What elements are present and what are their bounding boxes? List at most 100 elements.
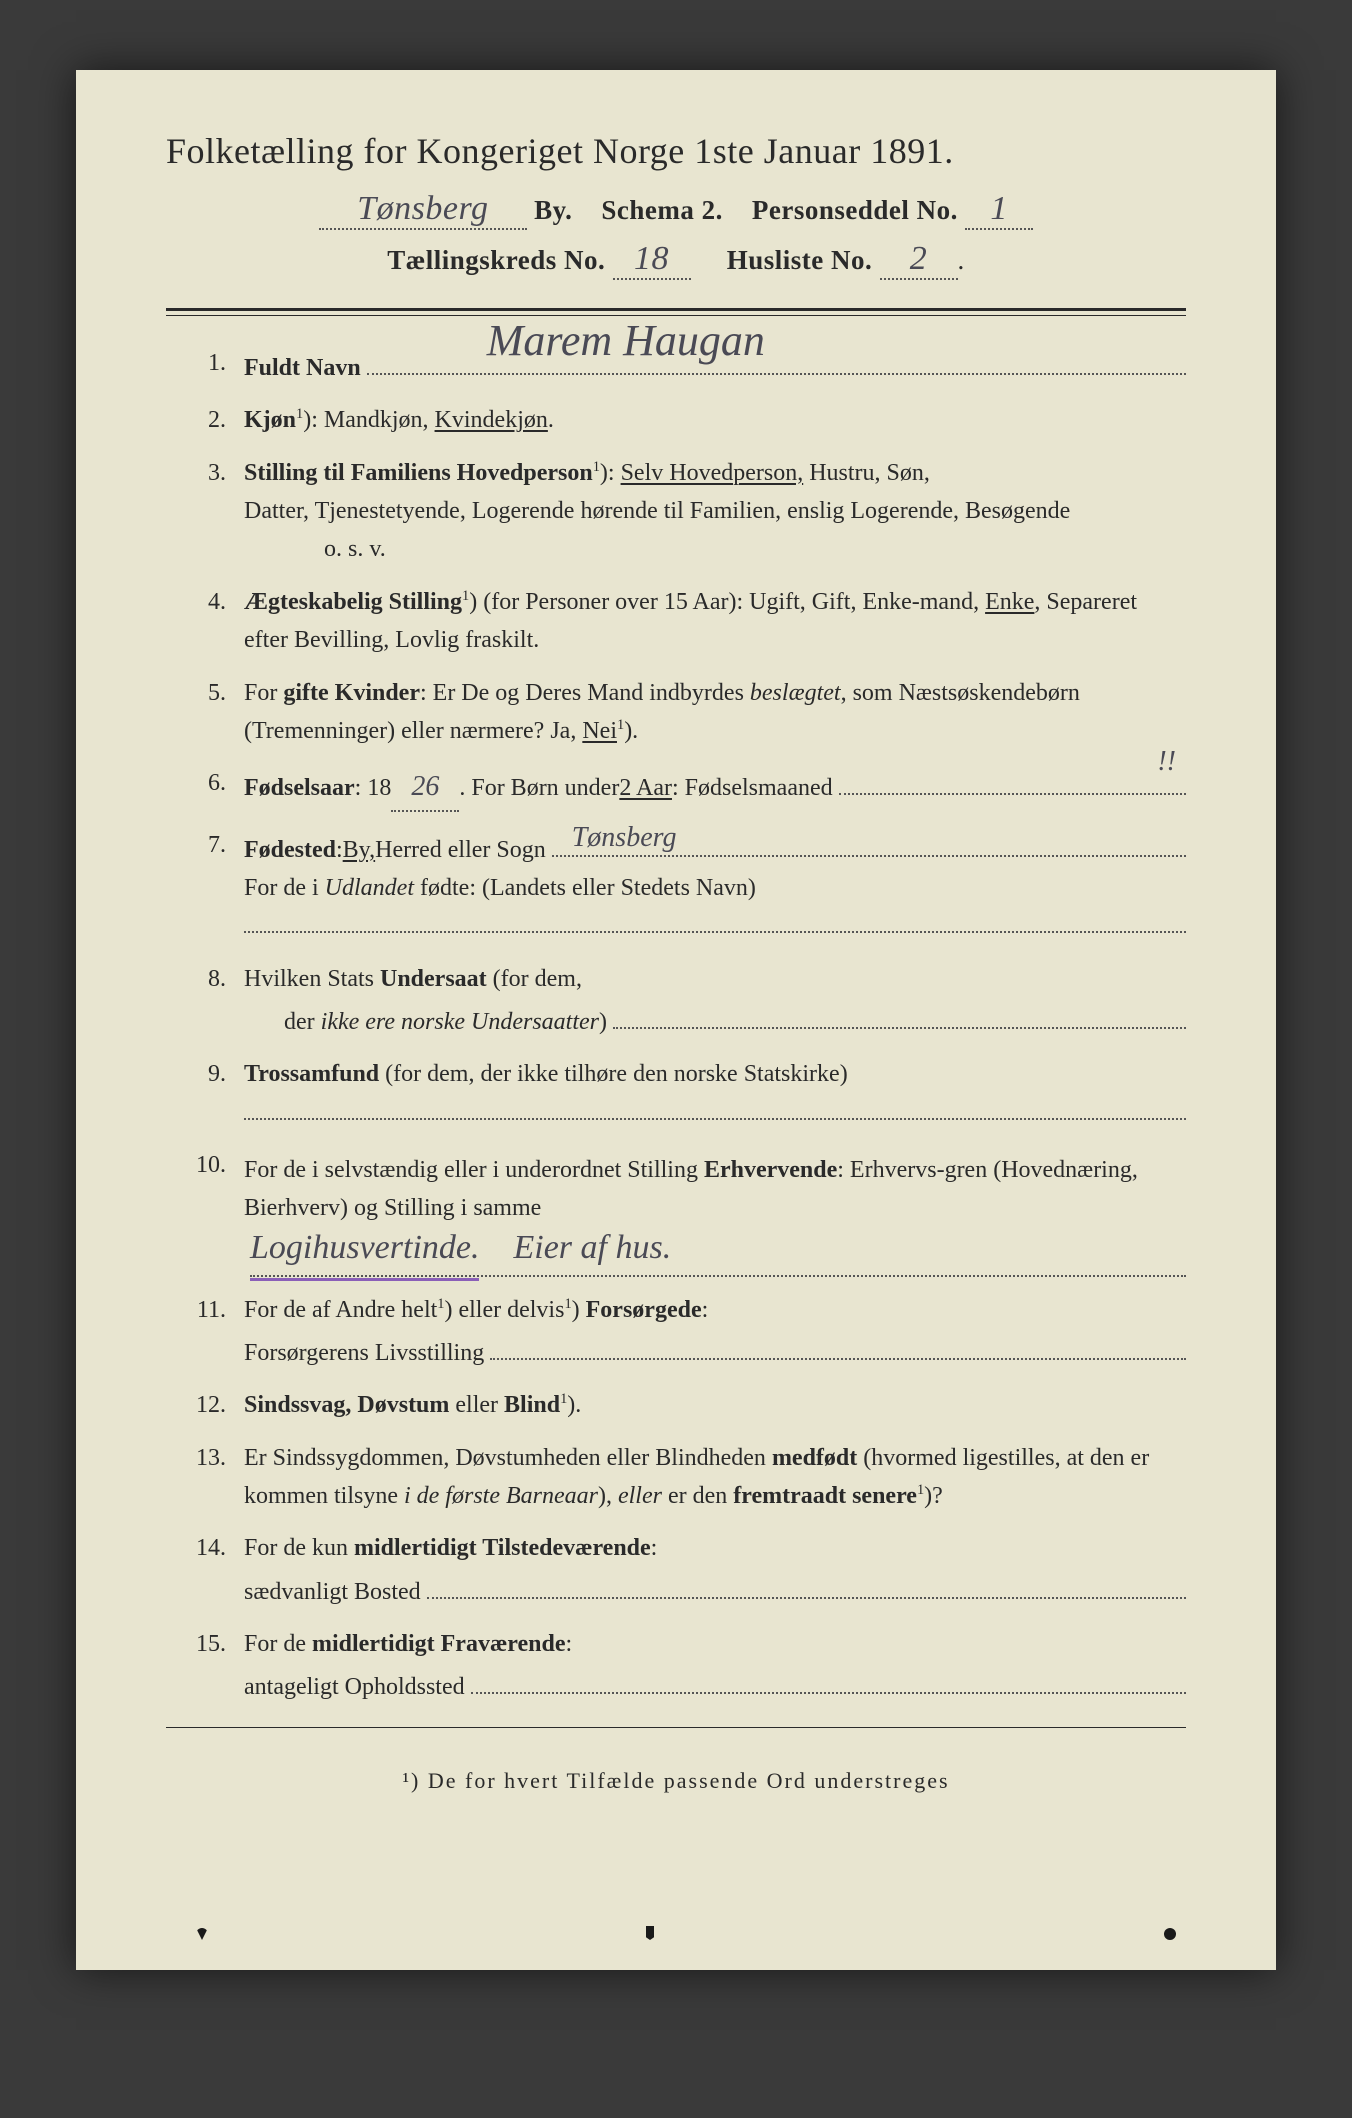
q10-t1: For de i selvstændig eller i underordnet… bbox=[244, 1157, 704, 1183]
footnote-text: De for hvert Tilfælde passende Ord under… bbox=[420, 1768, 949, 1793]
q15-sub: antageligt Opholdssted bbox=[244, 1668, 465, 1706]
husliste-label: Husliste No. bbox=[727, 245, 873, 275]
q11-t4: : bbox=[702, 1297, 709, 1323]
footer-rule bbox=[166, 1727, 1186, 1728]
q1-value: Marem Haugan bbox=[487, 306, 765, 376]
q6-d: : Fødselsmaaned bbox=[672, 769, 833, 807]
q7-a: Fødested bbox=[244, 831, 336, 869]
q5-content: For gifte Kvinder: Er De og Deres Mand i… bbox=[244, 674, 1186, 751]
q11-content: For de af Andre helt1) eller delvis1) Fo… bbox=[244, 1291, 1186, 1373]
city-field: Tønsberg bbox=[319, 190, 527, 230]
q15-num: 15. bbox=[166, 1625, 244, 1707]
q10-handline: Logihusvertinde. Eier af hus. bbox=[250, 1221, 671, 1280]
q8-sub: der bbox=[284, 1009, 321, 1035]
q13-i1: i de første Barneaar bbox=[404, 1483, 598, 1509]
q11-field bbox=[490, 1329, 1186, 1360]
q4-content: Ægteskabelig Stilling1) (for Personer ov… bbox=[244, 583, 1186, 660]
q13-b1: medfødt bbox=[772, 1445, 857, 1471]
q2-underlined: Kvindekjøn bbox=[435, 407, 548, 433]
q3-content: Stilling til Familiens Hovedperson1): Se… bbox=[244, 454, 1186, 569]
q7-sub2: fødte: (Landets eller Stedets Navn) bbox=[414, 875, 756, 901]
q14-content: For de kun midlertidigt Tilstedeværende:… bbox=[244, 1529, 1186, 1611]
kreds-no: 18 bbox=[613, 240, 691, 280]
q7-und: By, bbox=[343, 831, 375, 869]
q3-underlined: Selv Hovedperson, bbox=[621, 460, 804, 486]
q2-num: 2. bbox=[166, 401, 244, 439]
by-label: By. bbox=[534, 195, 572, 225]
q15-content: For de midlertidigt Fraværende: antageli… bbox=[244, 1625, 1186, 1707]
q10-content: For de i selvstændig eller i underordnet… bbox=[244, 1146, 1186, 1276]
q1-field: Marem Haugan bbox=[367, 344, 1186, 375]
q13-t1: Er Sindssygdommen, Døvstumheden eller Bl… bbox=[244, 1445, 772, 1471]
q8-subital: ikke ere norske Undersaatter bbox=[321, 1009, 599, 1035]
q12-content: Sindssvag, Døvstum eller Blind1). bbox=[244, 1386, 1186, 1424]
q13-content: Er Sindssygdommen, Døvstumheden eller Bl… bbox=[244, 1439, 1186, 1516]
q9-num: 9. bbox=[166, 1055, 244, 1132]
q14-row: 14. For de kun midlertidigt Tilstedevære… bbox=[166, 1529, 1186, 1611]
q9-b: (for dem, der ikke tilhøre den norske St… bbox=[379, 1061, 848, 1087]
q8-field bbox=[613, 998, 1186, 1029]
q6-num: 6. bbox=[166, 764, 244, 812]
q12-num: 12. bbox=[166, 1386, 244, 1424]
q9-content: Trossamfund (for dem, der ikke tilhøre d… bbox=[244, 1055, 1186, 1132]
q3-rest2: Datter, Tjenestetyende, Logerende hørend… bbox=[244, 498, 1070, 524]
q7-num: 7. bbox=[166, 826, 244, 946]
q3-label-b: ): bbox=[600, 460, 621, 486]
q6-c: . For Børn under bbox=[459, 769, 619, 807]
q7-subital: Udlandet bbox=[325, 875, 414, 901]
q2-label-a: Kjøn bbox=[244, 407, 296, 433]
q14-c: : bbox=[651, 1535, 658, 1561]
q10-f2: Logihusvertinde. Eier af hus. bbox=[250, 1246, 1186, 1277]
husliste-no: 2 bbox=[880, 240, 958, 280]
q3-rest3: o. s. v. bbox=[324, 536, 386, 562]
q15-a: For de bbox=[244, 1631, 312, 1657]
q14-field bbox=[427, 1568, 1186, 1599]
q15-row: 15. For de midlertidigt Fraværende: anta… bbox=[166, 1625, 1186, 1707]
kreds-label: Tællingskreds No. bbox=[387, 245, 605, 275]
q13-b2: fremtraadt senere bbox=[733, 1483, 917, 1509]
q10-num: 10. bbox=[166, 1146, 244, 1276]
q8-content: Hvilken Stats Undersaat (for dem, der ik… bbox=[244, 960, 1186, 1042]
q8-c: (for dem, bbox=[487, 966, 582, 992]
q6-a: Fødselsaar bbox=[244, 769, 355, 807]
q14-b: midlertidigt Tilstedeværende bbox=[354, 1535, 651, 1561]
q11-num: 11. bbox=[166, 1291, 244, 1373]
q14-sub: sædvanligt Bosted bbox=[244, 1573, 421, 1611]
q4-label-a: Ægteskabelig Stilling bbox=[244, 589, 462, 615]
q6-note: !! bbox=[1157, 740, 1176, 785]
q14-a: For de kun bbox=[244, 1535, 354, 1561]
q10-row: 10. For de i selvstændig eller i underor… bbox=[166, 1146, 1186, 1276]
q11-t2: ) eller delvis bbox=[444, 1297, 564, 1323]
q11-b1: Forsørgede bbox=[586, 1297, 702, 1323]
q13-t4: er den bbox=[662, 1483, 733, 1509]
q7-c: Herred eller Sogn bbox=[375, 831, 546, 869]
q10-hand1: Logihusvertinde. bbox=[250, 1221, 479, 1280]
q13-i2: eller bbox=[618, 1483, 662, 1509]
q7-value: Tønsberg bbox=[572, 816, 677, 861]
q12-a: Sindssvag, Døvstum bbox=[244, 1392, 449, 1418]
q6-field: !! bbox=[839, 764, 1186, 795]
q12-c: Blind bbox=[504, 1392, 560, 1418]
q14-num: 14. bbox=[166, 1529, 244, 1611]
q9-a: Trossamfund bbox=[244, 1061, 379, 1087]
q6-und2: 2 Aar bbox=[619, 769, 672, 807]
q5-a: For bbox=[244, 680, 283, 706]
q13-row: 13. Er Sindssygdommen, Døvstumheden elle… bbox=[166, 1439, 1186, 1516]
q15-field bbox=[471, 1663, 1186, 1694]
q8-num: 8. bbox=[166, 960, 244, 1042]
q3-rest1: Hustru, Søn, bbox=[803, 460, 930, 486]
hole-mark-center bbox=[646, 1926, 654, 1940]
q6-b: : 18 bbox=[355, 769, 392, 807]
q8-a: Hvilken Stats bbox=[244, 966, 380, 992]
q5-num: 5. bbox=[166, 674, 244, 751]
q2-label-b: ): Mandkjøn, bbox=[303, 407, 434, 433]
schema-label: Schema 2. bbox=[601, 195, 723, 225]
q7-blank-line bbox=[244, 907, 1186, 933]
q4-num: 4. bbox=[166, 583, 244, 660]
q11-row: 11. For de af Andre helt1) eller delvis1… bbox=[166, 1291, 1186, 1373]
q11-t1: For de af Andre helt bbox=[244, 1297, 437, 1323]
q13-t3: ), bbox=[598, 1483, 618, 1509]
q1-num: 1. bbox=[166, 344, 244, 387]
q7-content: Fødested: By, Herred eller Sogn Tønsberg… bbox=[244, 826, 1186, 946]
personseddel-label: Personseddel No. bbox=[752, 195, 958, 225]
